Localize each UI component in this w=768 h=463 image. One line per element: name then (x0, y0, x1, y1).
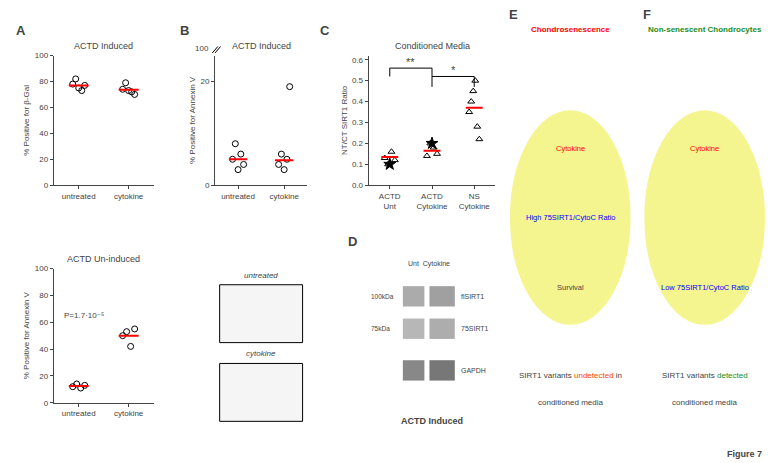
svg-text:NSCytokine: NSCytokine (459, 192, 491, 211)
svg-text:**: ** (406, 56, 415, 68)
svg-text:E: E (509, 7, 518, 22)
svg-text:% Positive for Annexin V: % Positive for Annexin V (188, 76, 197, 164)
svg-text:ACTD Induced: ACTD Induced (74, 41, 133, 51)
svg-text:0.1: 0.1 (352, 160, 364, 169)
svg-text:*: * (451, 64, 456, 76)
svg-text:Cytokine: Cytokine (556, 144, 585, 153)
svg-text:0: 0 (44, 181, 49, 190)
svg-text:cytokine: cytokine (269, 192, 299, 201)
svg-text:20: 20 (39, 372, 48, 381)
svg-text:ACTD Un-induced: ACTD Un-induced (67, 254, 140, 264)
svg-text:untreated: untreated (62, 409, 96, 418)
svg-text:ACTDCytokine: ACTDCytokine (416, 192, 448, 211)
svg-text:Cytokine: Cytokine (690, 144, 719, 153)
svg-text:20: 20 (39, 155, 48, 164)
svg-text:Non-senescent Chondrocytes: Non-senescent Chondrocytes (648, 25, 762, 34)
svg-text:100: 100 (195, 44, 209, 53)
svg-text:High 75SIRT1/CytoC Ratio: High 75SIRT1/CytoC Ratio (526, 213, 615, 222)
svg-text:GAPDH: GAPDH (461, 367, 486, 374)
svg-text:C: C (320, 23, 330, 38)
svg-text:SIRT1 variants undetected in: SIRT1 variants undetected in (519, 371, 622, 380)
svg-text:D: D (348, 234, 357, 249)
svg-text:0.0: 0.0 (352, 181, 364, 190)
svg-text:Low 75SIRT1/CytoC Ratio: Low 75SIRT1/CytoC Ratio (661, 283, 749, 292)
svg-text:0.5: 0.5 (352, 76, 364, 85)
svg-text:100: 100 (35, 51, 49, 60)
svg-text:0.2: 0.2 (352, 139, 364, 148)
svg-text:20: 20 (201, 77, 210, 86)
svg-text:0.3: 0.3 (352, 118, 364, 127)
svg-text:75kDa: 75kDa (371, 325, 390, 332)
svg-text:untreated: untreated (244, 271, 278, 280)
svg-text:SIRT1 variants detected: SIRT1 variants detected (662, 371, 748, 380)
svg-text:80: 80 (39, 291, 48, 300)
svg-text:cytokine: cytokine (114, 192, 144, 201)
svg-text:80: 80 (39, 77, 48, 86)
svg-text:cytokine: cytokine (114, 409, 144, 418)
svg-text:NT/CT SIRT1 Ratio: NT/CT SIRT1 Ratio (340, 85, 349, 155)
svg-text:flSIRT1: flSIRT1 (461, 293, 484, 300)
svg-text:Figure 7: Figure 7 (727, 449, 762, 459)
svg-text:100: 100 (35, 264, 49, 273)
svg-text:Chondrosenescence: Chondrosenescence (531, 25, 610, 34)
svg-text:untreated: untreated (221, 192, 255, 201)
svg-text:F: F (643, 7, 651, 22)
svg-text:Survival: Survival (557, 283, 584, 292)
svg-text:60: 60 (39, 318, 48, 327)
svg-text:40: 40 (39, 345, 48, 354)
svg-text:A: A (16, 23, 26, 38)
svg-text:conditioned media: conditioned media (672, 398, 737, 407)
svg-text:100kDa: 100kDa (371, 293, 394, 300)
svg-text:% Positive for β-Gal: % Positive for β-Gal (23, 85, 32, 156)
svg-text:B: B (180, 23, 189, 38)
svg-text:P=1.7·10⁻⁵: P=1.7·10⁻⁵ (64, 311, 104, 320)
svg-text:0: 0 (44, 399, 49, 408)
svg-text:0.4: 0.4 (352, 97, 364, 106)
svg-text:40: 40 (39, 129, 48, 138)
svg-text:% Positive for Annexin V: % Positive for Annexin V (23, 291, 32, 379)
svg-text:0.6: 0.6 (352, 56, 364, 65)
svg-text:ACTDUnt: ACTDUnt (379, 192, 401, 211)
svg-text:ACTD Induced: ACTD Induced (232, 41, 291, 51)
svg-text:ACTD Induced: ACTD Induced (401, 416, 463, 426)
svg-text:cytokine: cytokine (246, 349, 276, 358)
svg-text:75SIRT1: 75SIRT1 (461, 325, 489, 332)
svg-text:60: 60 (39, 103, 48, 112)
svg-text:0: 0 (205, 181, 210, 190)
svg-text:Conditioned Media: Conditioned Media (395, 41, 470, 51)
svg-text:Unt Cytokine: Unt Cytokine (408, 260, 450, 268)
svg-text:untreated: untreated (62, 192, 96, 201)
svg-text:conditioned media: conditioned media (538, 398, 603, 407)
